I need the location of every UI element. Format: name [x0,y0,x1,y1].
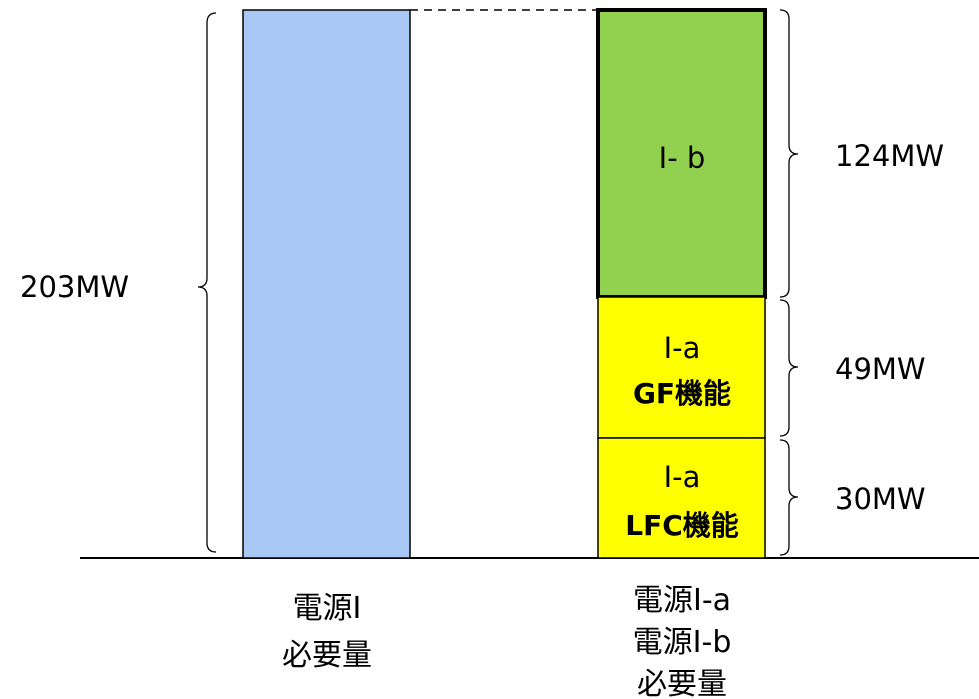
brace-lfc [779,439,799,556]
right-caption-line-2: 電源Ⅰ-b [633,625,732,660]
segment-gf-title: Ⅰ-a [664,331,701,365]
segment-gf [597,296,766,439]
segment-lfc-subtitle: LFC機能 [625,509,739,542]
total-label: 203MW [20,270,129,304]
segment-gf-value: 49MW [835,352,926,386]
left-caption-line-1: 電源Ⅰ [293,591,362,626]
segment-ib [596,8,767,299]
segment-ib-title: Ⅰ- b [659,141,706,175]
segment-ib-value: 124MW [835,139,944,173]
brace-gf [779,299,799,437]
right-caption-line-1: 電源Ⅰ-a [633,583,731,618]
right-caption-line-3: 必要量 [637,667,727,699]
brace-ib [779,9,799,298]
segment-lfc-value: 30MW [835,482,926,516]
segment-gf-subtitle: GF機能 [633,377,731,410]
segment-lfc [597,437,766,559]
left-caption-line-2: 必要量 [282,638,372,673]
segment-lfc-title: Ⅰ-a [664,460,701,494]
total-brace [197,12,217,553]
left-bar [242,9,411,559]
